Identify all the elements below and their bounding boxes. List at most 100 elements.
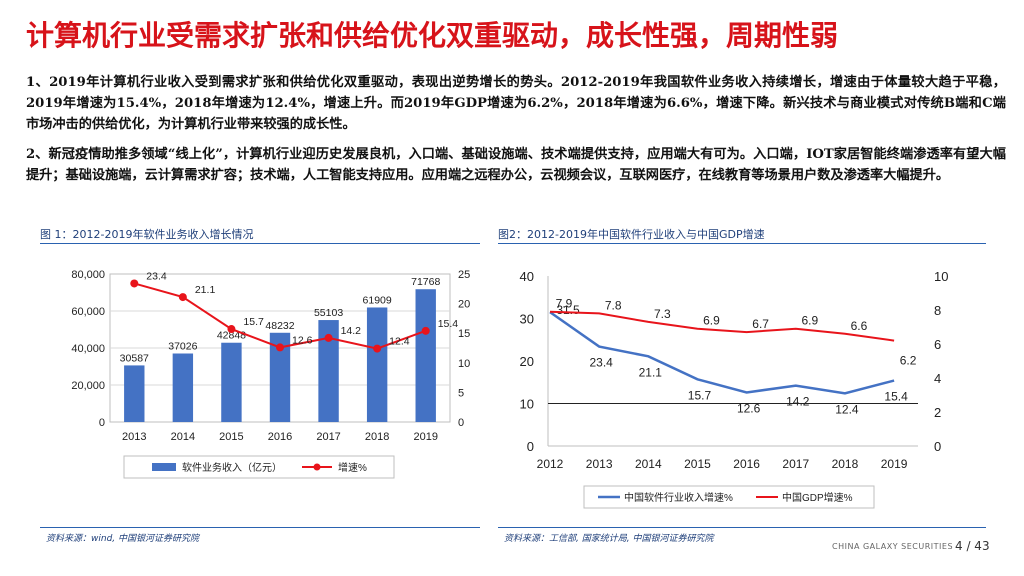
y-right-tick-label: 10 [934,269,948,284]
y-left-tick-label: 40 [520,269,534,284]
gdp-growth-line [549,310,895,342]
y-right-tick-label: 4 [934,371,941,386]
revenue-bar-label: 48232 [265,320,294,332]
gdp-growth-label: 6.9 [801,314,818,328]
revenue-bar [124,365,145,422]
gdp-growth-label: 6.2 [900,354,917,368]
brand-name: CHINA GALAXY SECURITIES [832,542,954,551]
growth-label: 14.2 [341,325,362,337]
legend-box [583,485,875,509]
software-growth-label: 31.5 [556,303,580,317]
revenue-bar-label: 37026 [168,341,197,353]
y-right-tick-label: 8 [934,303,941,318]
growth-point [227,325,236,334]
revenue-bar [172,353,194,422]
figure-2-top-rule [498,243,986,244]
revenue-bar-label: 61909 [363,294,392,306]
y-right-tick-label: 25 [458,269,470,281]
growth-point [324,333,333,342]
software-growth-line [549,311,895,395]
revenue-bar [318,320,339,422]
y-left-tick-label: 30 [520,312,534,327]
y-left-tick-label: 60,000 [71,306,105,318]
y-left-tick-label: 40,000 [71,343,105,355]
x-tick-label: 2013 [586,457,613,471]
figure-2-bottom-rule [498,527,986,528]
software-growth-label: 12.4 [835,402,859,416]
gdp-growth-label: 6.6 [851,319,868,333]
growth-point [130,279,139,288]
y-right-tick-label: 20 [458,299,470,311]
y-right-tick-label: 5 [458,387,464,399]
figure-1-bottom-rule [40,527,480,528]
legend-box [123,455,395,479]
legend-bar-swatch [152,463,176,471]
gdp-growth-label: 6.7 [752,317,769,331]
revenue-bar [366,307,388,422]
gdp-growth-label: 6.9 [703,314,720,328]
y-left-tick-label: 0 [527,439,534,454]
y-left-tick-label: 10 [520,397,534,412]
y-right-tick-label: 6 [934,337,941,352]
x-tick-label: 2017 [316,431,340,443]
x-tick-label: 2015 [219,431,243,443]
software-growth-label: 14.2 [786,395,810,409]
software-growth-label: 12.6 [737,401,761,415]
y-right-tick-label: 0 [934,439,941,454]
y-left-tick-label: 20,000 [71,380,105,392]
x-tick-label: 2013 [122,431,146,443]
software-vs-gdp-chart: 0 10 20 30 40 0 2 4 6 8 10 2012 2013 2014 2015 2016 2017… [520,269,948,509]
growth-label: 12.6 [292,334,313,346]
growth-label: 21.1 [195,284,216,296]
x-tick-label: 2015 [684,457,711,471]
x-tick-label: 2016 [733,457,760,471]
growth-label: 12.4 [389,336,410,348]
legend-bar-label: 软件业务收入（亿元） [182,461,282,474]
figure-1-caption: 图 1：2012-2019年软件业务收入增长情况 [40,228,254,241]
revenue-bar-label: 30587 [120,352,149,364]
legend-software-label: 中国软件行业收入增速% [624,491,733,504]
x-tick-label: 2019 [881,457,908,471]
gdp-growth-label: 7.9 [556,297,573,311]
x-tick-label: 2019 [413,431,437,443]
page-title: 计算机行业受需求扩张和供给优化双重驱动，成长性强，周期性弱 [26,19,839,52]
growth-label: 15.4 [438,318,459,330]
figure-1-source: 资料来源：wind, 中国银河证券研究院 [46,534,200,544]
growth-point [421,326,430,335]
figure-2-caption: 图2：2012-2019年中国软件行业收入与中国GDP增速 [498,228,765,241]
software-growth-label: 15.7 [688,388,712,402]
y-right-tick-label: 10 [458,358,470,370]
y-right-tick-label: 2 [934,405,941,420]
gdp-growth-label: 7.3 [654,307,671,321]
x-tick-label: 2012 [537,457,564,471]
growth-label: 15.7 [243,316,264,328]
software-revenue-chart: 0 20,000 40,000 60,000 80,000 0 5 10 15 20 25 30587… [71,269,470,479]
x-tick-label: 2018 [365,431,389,443]
legend-gdp-label: 中国GDP增速% [782,491,853,504]
page-number: 4 / 43 [955,539,990,553]
growth-point [373,344,382,353]
software-growth-label: 15.4 [884,390,908,404]
revenue-bar [221,342,242,422]
gdp-growth-label: 7.8 [605,298,622,312]
revenue-bar [269,332,291,422]
figure-2-source: 资料来源：工信部, 国家统计局, 中国银河证券研究院 [504,534,714,544]
software-growth-label: 23.4 [589,356,613,370]
growth-label: 23.4 [146,270,167,282]
y-left-tick-label: 0 [99,417,105,429]
paragraph-2: 2、新冠疫情助推多领域“线上化”，计算机行业迎历史发展良机，入口端、基础设施端、… [26,147,1006,183]
figure-1-top-rule [40,243,480,244]
x-tick-label: 2014 [171,431,195,443]
y-right-tick-label: 15 [458,328,470,340]
legend-line-marker [313,463,321,471]
x-tick-label: 2014 [635,457,662,471]
paragraph-1: 1、2019年计算机行业收入受到需求扩张和供给优化双重驱动，表现出逆势增长的势头… [26,75,1006,132]
revenue-bar [415,289,436,422]
revenue-bar-label: 71768 [411,276,440,288]
x-tick-label: 2017 [782,457,809,471]
x-tick-label: 2016 [268,431,292,443]
legend-line-label: 增速% [338,461,367,474]
software-growth-label: 21.1 [639,365,663,379]
y-left-tick-label: 20 [520,354,534,369]
y-left-tick-label: 80,000 [71,269,105,281]
